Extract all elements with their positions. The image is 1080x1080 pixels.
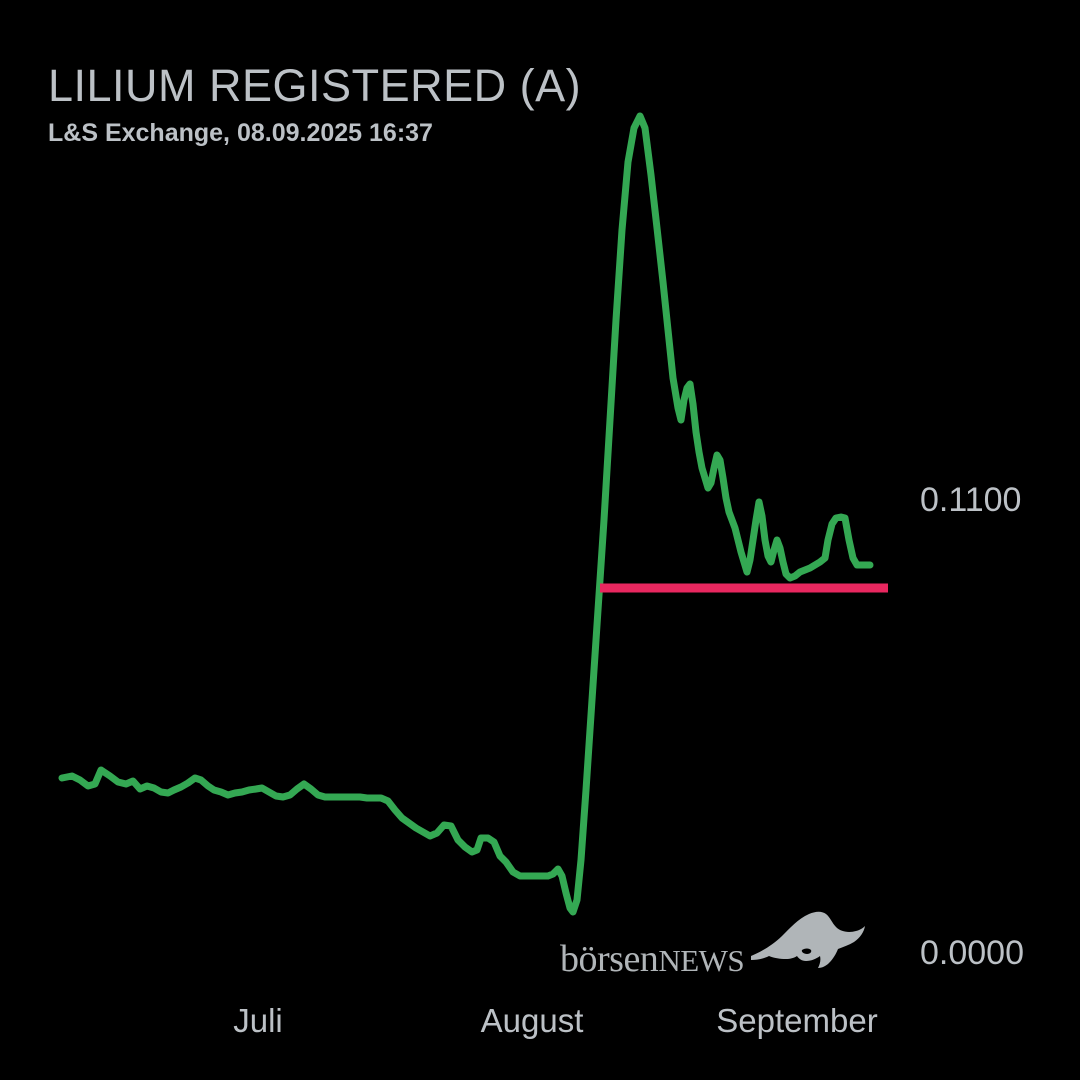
watermark: börsenNEWS [560, 898, 890, 980]
watermark-text-lower: börsen [560, 938, 659, 980]
price-line-series [58, 112, 874, 916]
x-axis-label-group: Juli August September [0, 1002, 1080, 1046]
chart-header: LILIUM REGISTERED (A) L&S Exchange, 08.0… [48, 60, 848, 150]
bull-logo-icon [751, 911, 866, 968]
x-axis-label-2: September [716, 1002, 878, 1039]
page-title: LILIUM REGISTERED (A) [48, 60, 582, 111]
y-axis-label-low: 0.0000 [920, 934, 1024, 972]
x-axis-label-0: Juli [233, 1002, 283, 1039]
watermark-text-upper: NEWS [658, 943, 745, 978]
chart-subtitle: L&S Exchange, 08.09.2025 16:37 [48, 119, 433, 147]
watermark-wordmark: börsenNEWS [560, 938, 745, 980]
y-axis-label-high: 0.1100 [920, 481, 1022, 519]
x-axis-label-1: August [480, 1002, 584, 1039]
